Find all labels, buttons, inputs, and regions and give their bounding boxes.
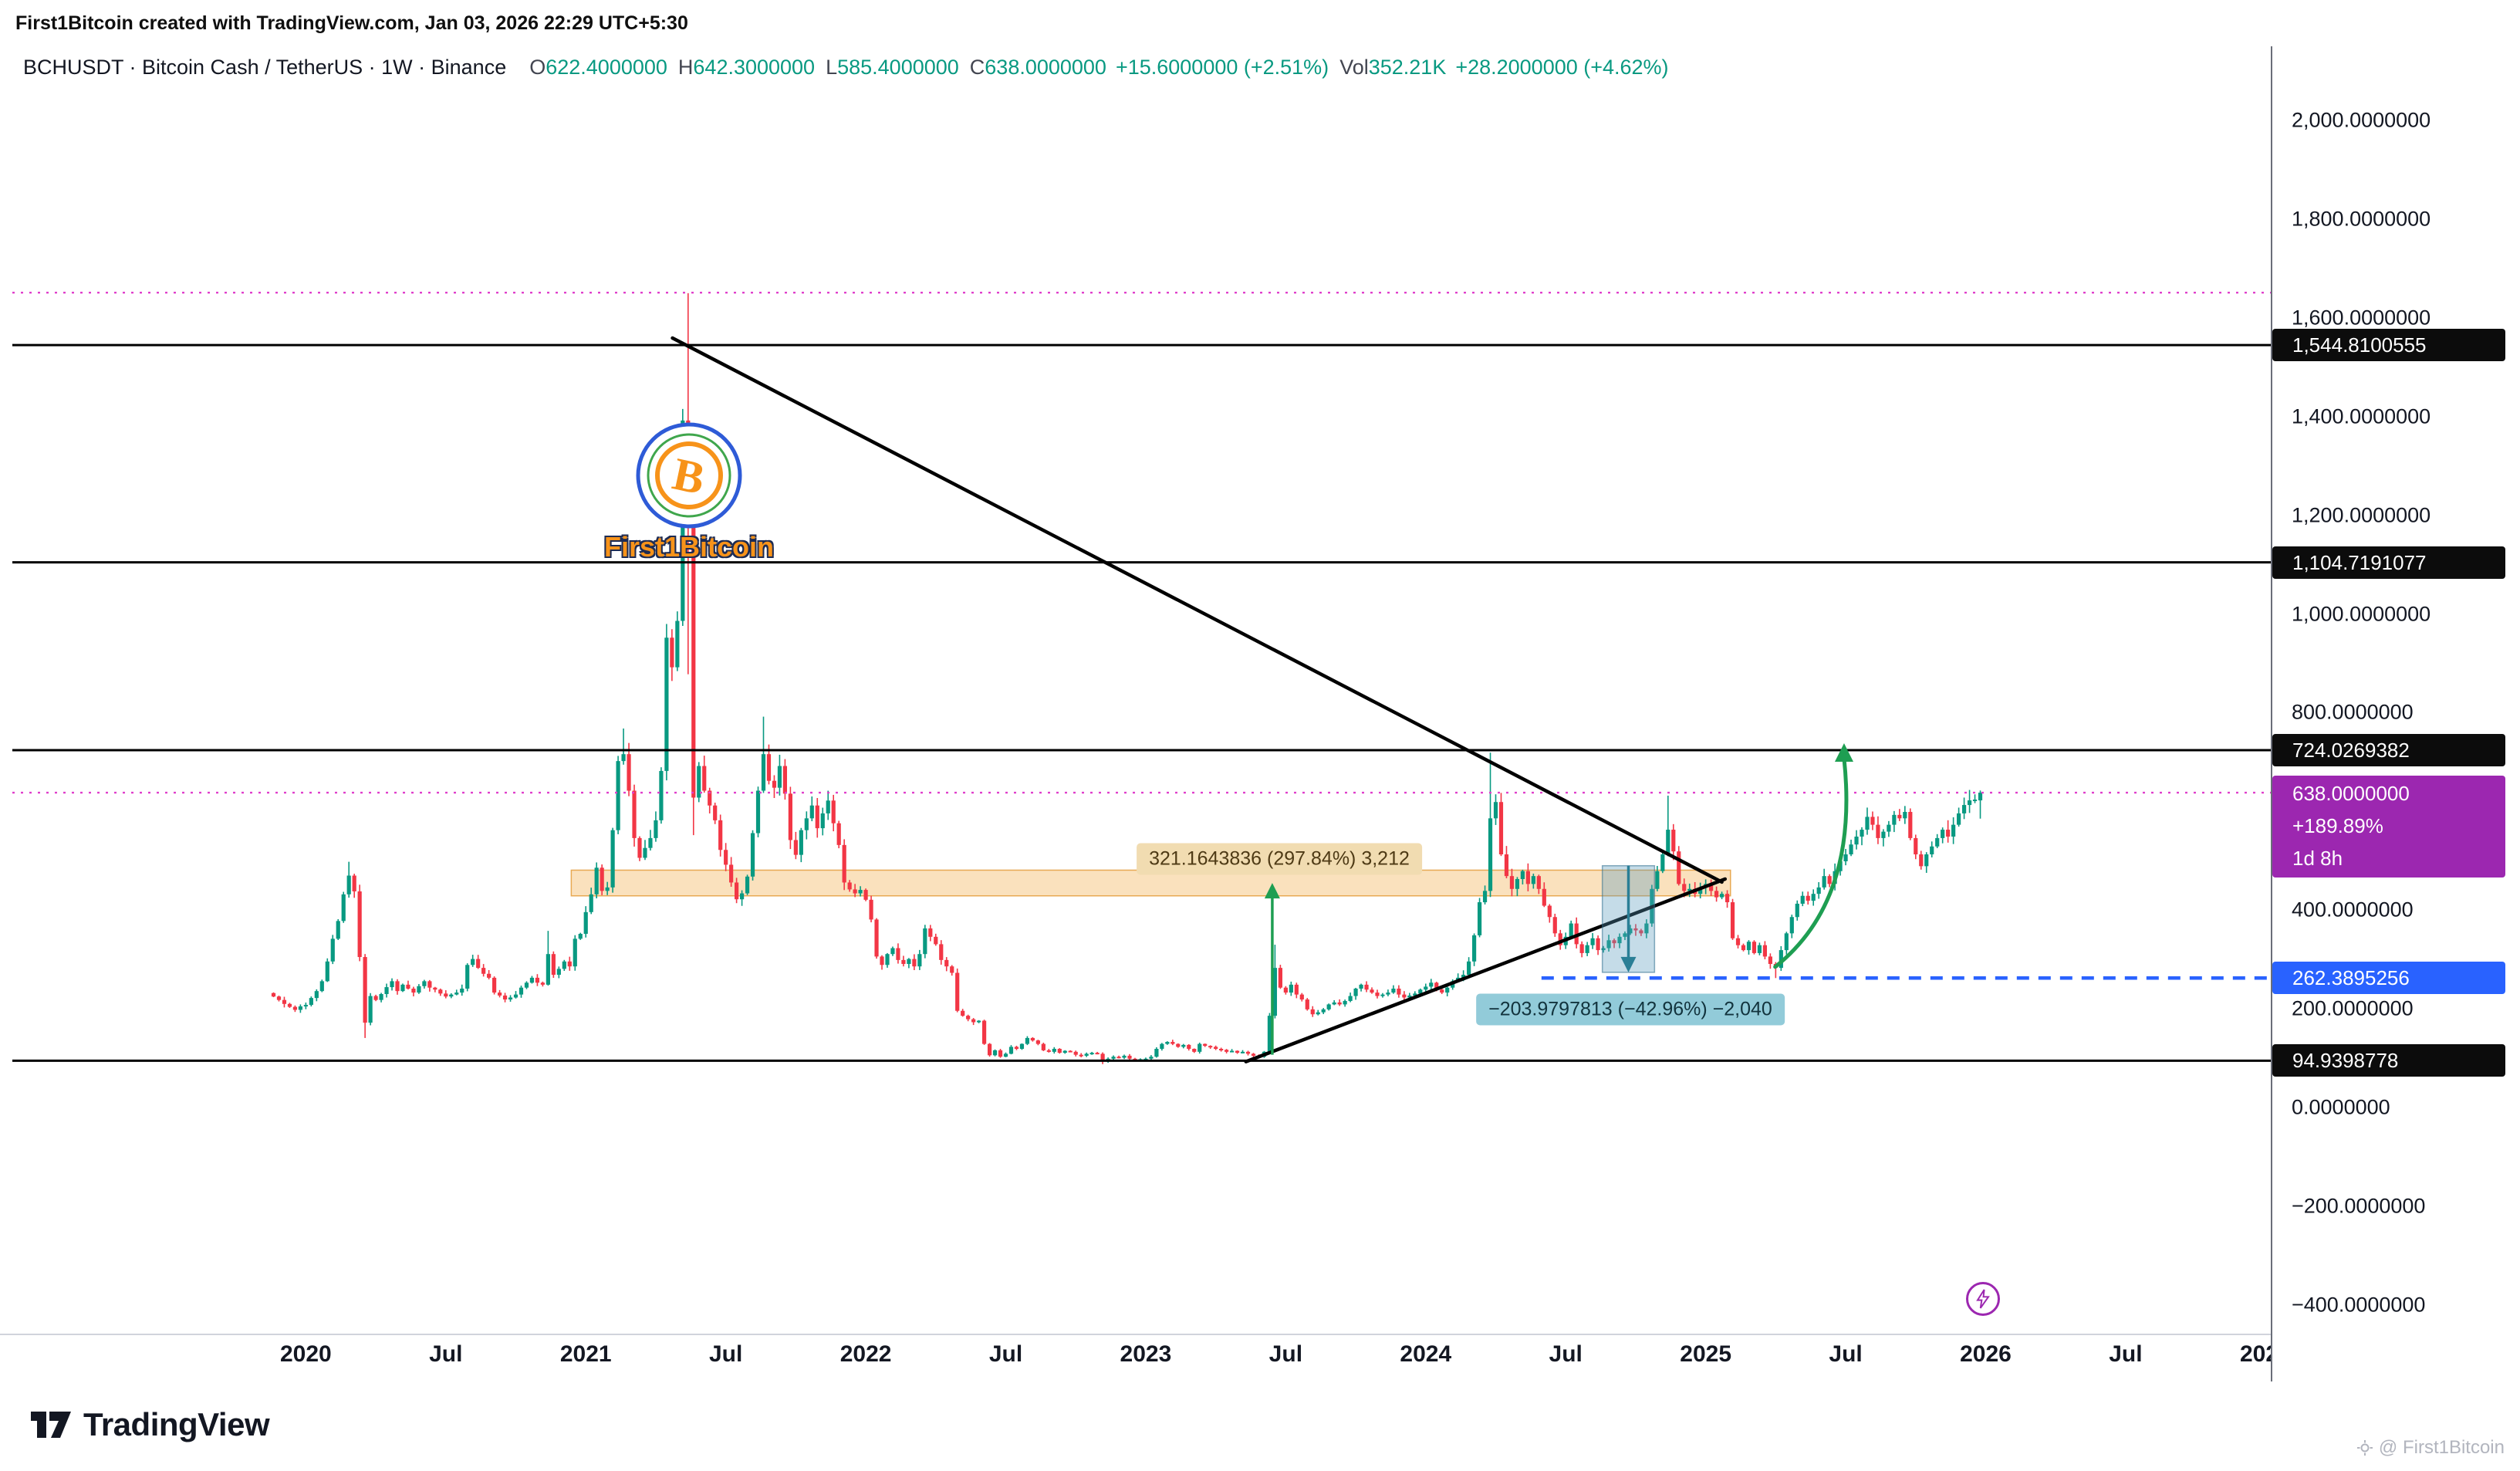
- time-label: 2024: [1400, 1341, 1452, 1367]
- time-label: Jul: [708, 1341, 743, 1367]
- time-label: Jul: [429, 1341, 463, 1367]
- high-value: 642.3000000: [693, 56, 816, 79]
- time-label: Jul: [1549, 1341, 1583, 1367]
- boost-icon[interactable]: [1966, 1282, 2000, 1316]
- tradingview-logo-icon: [31, 1412, 71, 1438]
- low-value: 585.4000000: [837, 56, 959, 79]
- price-axis-border: [2271, 46, 2272, 1381]
- time-label: 2020: [279, 1341, 332, 1367]
- price-tick: 200.0000000: [2292, 996, 2414, 1020]
- price-tick: 1,200.0000000: [2292, 503, 2431, 527]
- open-label: O: [529, 56, 546, 79]
- chart-legend[interactable]: BCHUSDT · Bitcoin Cash / TetherUS · 1W ·…: [23, 56, 1669, 79]
- price-level-badge[interactable]: 724.0269382: [2272, 734, 2505, 767]
- time-label: 2022: [839, 1341, 892, 1367]
- time-label: 2023: [1120, 1341, 1172, 1367]
- price-range-label[interactable]: 321.1643836 (297.84%) 3,212: [1137, 843, 1422, 875]
- bar-countdown: 1d 8h: [2292, 847, 2343, 871]
- price-tick: 1,000.0000000: [2292, 602, 2431, 626]
- alert-level-badge[interactable]: 262.3895256: [2272, 962, 2505, 995]
- price-level-badge[interactable]: 1,104.7191077: [2272, 546, 2505, 579]
- creator-line: First1Bitcoin created with TradingView.c…: [15, 12, 688, 34]
- price-tick: −200.0000000: [2292, 1194, 2426, 1218]
- time-label: 2021: [559, 1341, 612, 1367]
- first1bitcoin-logo-caption: First1Bitcoin: [603, 531, 775, 563]
- current-price-badge[interactable]: 638.0000000 +189.89% 1d 8h: [2272, 776, 2505, 878]
- time-label: Jul: [1829, 1341, 1863, 1367]
- current-price: 638.0000000: [2292, 782, 2410, 806]
- footer-credit: @ First1Bitcoin: [2356, 1437, 2505, 1459]
- tradingview-footer[interactable]: TradingView: [31, 1406, 270, 1443]
- time-label: 2026: [1960, 1341, 2012, 1367]
- price-tick: 400.0000000: [2292, 898, 2414, 921]
- price-tick: 1,400.0000000: [2292, 404, 2431, 428]
- time-axis[interactable]: 2020 Jul 2021 Jul 2022 Jul 2023 Jul 2024 Jul 2025 J…: [0, 1337, 2271, 1381]
- price-tick: 1,800.0000000: [2292, 207, 2431, 231]
- change-value: +15.6000000 (+2.51%): [1115, 56, 1329, 79]
- price-tick: 1,600.0000000: [2292, 306, 2431, 330]
- symbol-title[interactable]: BCHUSDT · Bitcoin Cash / TetherUS · 1W ·…: [23, 56, 507, 79]
- camera-icon: [2356, 1440, 2373, 1456]
- price-level-badge[interactable]: 94.9398778: [2272, 1044, 2505, 1077]
- trendline[interactable]: [671, 336, 1724, 884]
- trendline[interactable]: [1244, 877, 1728, 1064]
- close-value: 638.0000000: [985, 56, 1106, 79]
- price-tick: −400.0000000: [2292, 1293, 2426, 1317]
- low-label: L: [826, 56, 838, 79]
- time-label: Jul: [1268, 1341, 1303, 1367]
- time-axis-border: [0, 1334, 2271, 1335]
- time-label: Jul: [988, 1341, 1023, 1367]
- measure-down-label[interactable]: −203.9797813 (−42.96%) −2,040: [1476, 993, 1785, 1026]
- first1bitcoin-logo: B: [636, 422, 742, 529]
- volume-change: +28.2000000 (+4.62%): [1455, 56, 1669, 79]
- price-tick: 0.0000000: [2292, 1095, 2390, 1119]
- volume-label: Vol: [1339, 56, 1369, 79]
- tradingview-brand[interactable]: TradingView: [83, 1406, 270, 1442]
- lightning-icon: [1976, 1289, 1990, 1309]
- price-level-badge[interactable]: 1,544.8100555: [2272, 329, 2505, 362]
- price-tick: 2,000.0000000: [2292, 108, 2431, 132]
- credit-text: @ First1Bitcoin: [2378, 1437, 2505, 1458]
- volume-value: 352.21K: [1368, 56, 1447, 79]
- price-axis[interactable]: 638.0000000 +189.89% 1d 8h 262.3895256 2…: [2271, 0, 2520, 1471]
- close-label: C: [969, 56, 985, 79]
- curved-up-arrow[interactable]: [1773, 756, 1849, 969]
- time-label: Jul: [2109, 1341, 2143, 1367]
- open-value: 622.4000000: [546, 56, 667, 79]
- time-label: 2025: [1680, 1341, 1732, 1367]
- time-label: 2027: [2239, 1341, 2271, 1367]
- high-label: H: [677, 56, 694, 79]
- current-change: +189.89%: [2292, 814, 2383, 838]
- price-tick: 800.0000000: [2292, 700, 2414, 724]
